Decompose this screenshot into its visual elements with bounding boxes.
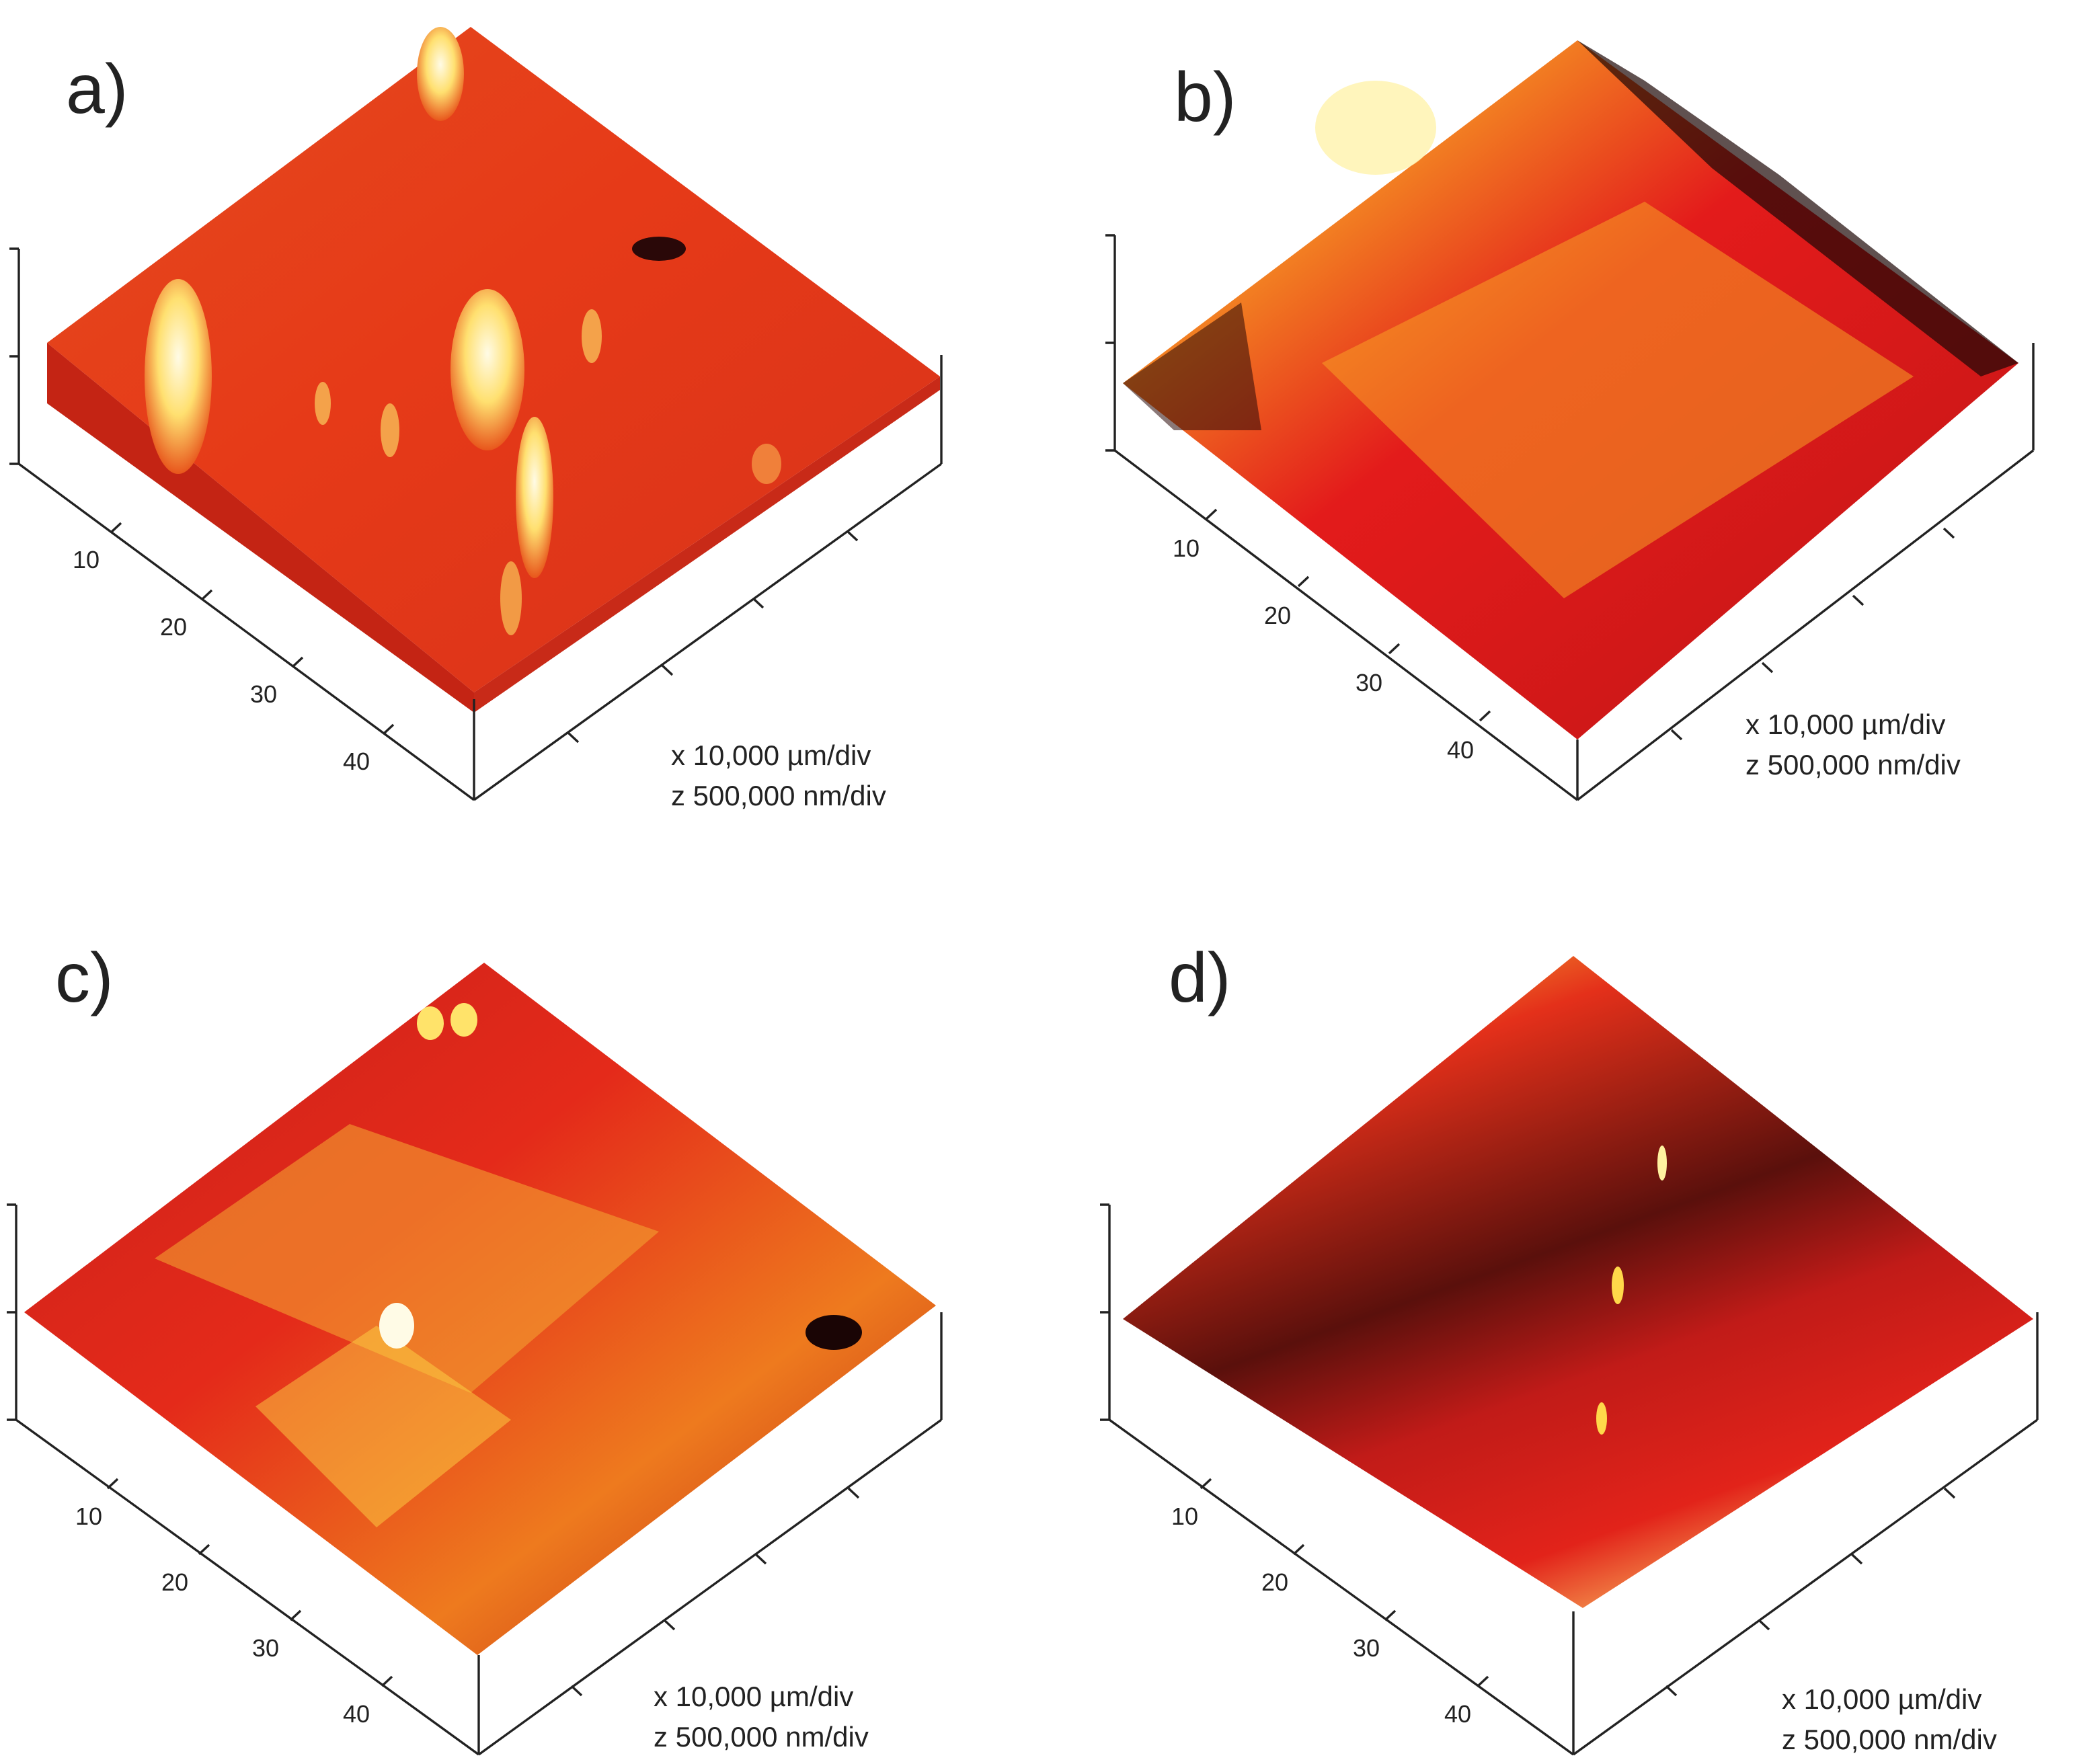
tick-label: 10 xyxy=(1171,1502,1198,1530)
tick-label: 30 xyxy=(250,680,277,708)
x-axis xyxy=(17,463,942,801)
tick-label: 40 xyxy=(1444,1700,1471,1728)
panel-label: c) xyxy=(55,939,114,1017)
tick-label: 30 xyxy=(1353,1634,1380,1662)
surface-b-dark-left xyxy=(1123,303,1261,430)
tick-label: 20 xyxy=(1261,1568,1288,1596)
x-ticks xyxy=(106,1478,860,1697)
tick-label: 10 xyxy=(75,1502,102,1530)
scale-z-label: z 500,000 nm/div xyxy=(1782,1724,1997,1755)
scale-x-label: x 10,000 µm/div xyxy=(671,739,871,771)
tick-label: 20 xyxy=(1264,602,1291,629)
afm-panel-b: b) 10 20 30 40 x 10,000 µm/div z 500,000… xyxy=(1040,0,2079,882)
panel-label: b) xyxy=(1174,58,1236,136)
scale-z-label: z 500,000 nm/div xyxy=(654,1721,869,1753)
afm-plot-d: d) 10 20 30 40 x 10,000 µm/div z 500,000… xyxy=(1100,939,2039,1756)
x-ticks xyxy=(1205,508,1955,741)
tick-label: 20 xyxy=(161,1568,188,1596)
x-axis xyxy=(1109,1418,2038,1756)
surface-b-peak xyxy=(1315,81,1436,175)
surface-d-spike xyxy=(1596,1402,1607,1435)
scale-z-label: z 500,000 nm/div xyxy=(1745,749,1961,780)
afm-plot-a: a) 10 20 30 40 x 10,0 xyxy=(9,27,943,811)
afm-panel-c: c) 10 20 30 40 x 10,000 µm/div z 500,000… xyxy=(0,882,1040,1764)
afm-plot-b: b) 10 20 30 40 x 10,000 µm/div z 500,000… xyxy=(1105,40,2035,801)
surface-c-yellow-band xyxy=(256,1326,511,1527)
panel-label: a) xyxy=(66,50,128,128)
surface-b-dark-right xyxy=(1577,40,2018,376)
z-axis xyxy=(1105,234,1116,452)
x-ticks xyxy=(110,522,859,744)
surface-c-light-band xyxy=(155,1124,659,1393)
x-axis xyxy=(15,1418,942,1756)
surface-b-bright-band xyxy=(1322,202,1914,598)
tick-label: 30 xyxy=(252,1634,279,1662)
tick-label: 20 xyxy=(160,613,187,641)
surface-a-front-right xyxy=(474,376,940,713)
tick-label: 30 xyxy=(1356,669,1382,696)
z-axis xyxy=(9,247,20,465)
x-axis xyxy=(1113,449,2035,801)
surface-a-peaks xyxy=(145,27,781,635)
surface-c-pit xyxy=(806,1315,862,1350)
scale-x-label: x 10,000 µm/div xyxy=(1745,709,1945,740)
tick-label: 10 xyxy=(1173,534,1200,562)
scale-x-label: x 10,000 µm/div xyxy=(654,1681,853,1712)
tick-label: 40 xyxy=(343,1700,370,1728)
scale-x-label: x 10,000 µm/div xyxy=(1782,1683,1982,1715)
afm-panel-d: d) 10 20 30 40 x 10,000 µm/div z 500,000… xyxy=(1040,882,2079,1764)
tick-label: 10 xyxy=(73,546,100,573)
surface-d xyxy=(1123,956,2033,1608)
z-axis xyxy=(1100,1203,1111,1421)
z-axis xyxy=(7,1203,17,1421)
surface-d-spike xyxy=(1612,1267,1624,1304)
surface-c-peak xyxy=(450,1003,477,1037)
surface-d-spike xyxy=(1657,1146,1667,1180)
surface-c-peak xyxy=(417,1006,444,1040)
tick-label: 40 xyxy=(1447,736,1474,764)
afm-panel-a: a) 10 20 30 40 x 10,0 xyxy=(0,0,1040,882)
x-ticks xyxy=(1200,1478,1956,1697)
tick-label: 40 xyxy=(343,748,370,775)
surface-c-peak xyxy=(379,1303,414,1349)
scale-z-label: z 500,000 nm/div xyxy=(671,780,886,811)
afm-plot-c: c) 10 20 30 40 x 10,000 µm/div z 500,000… xyxy=(7,939,943,1756)
panel-label: d) xyxy=(1169,939,1230,1017)
